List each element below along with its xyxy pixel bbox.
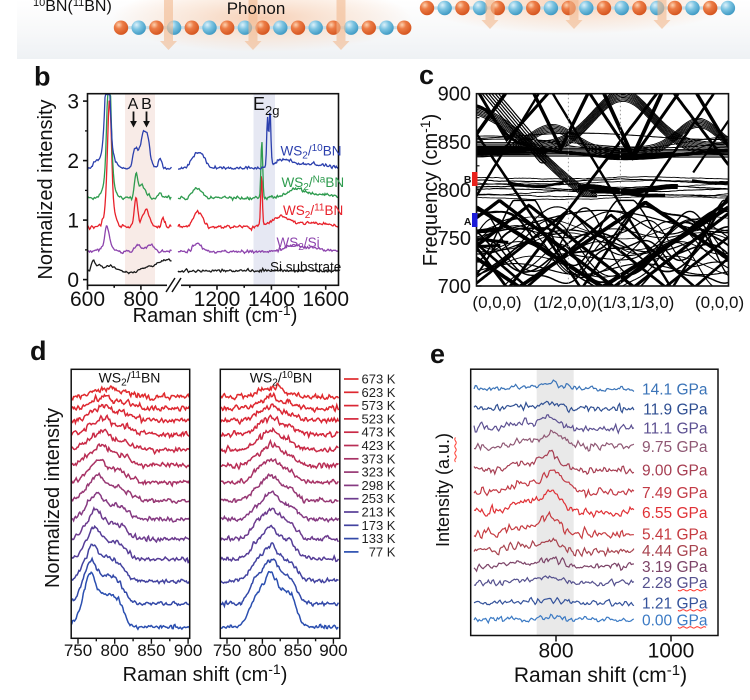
svg-text:373 K: 373 K [362, 451, 396, 466]
svg-text:Raman shift (cm-1): Raman shift (cm-1) [514, 662, 687, 687]
svg-text:Frequency (cm-1): Frequency (cm-1) [417, 114, 442, 267]
svg-text:750: 750 [64, 641, 92, 660]
svg-text:800: 800 [538, 640, 573, 663]
svg-text:10BN(11BN): 10BN(11BN) [33, 0, 112, 15]
svg-text:9.00 GPa: 9.00 GPa [642, 462, 708, 479]
svg-text:A: A [128, 96, 139, 113]
svg-text:800: 800 [101, 641, 129, 660]
svg-text:213 K: 213 K [362, 505, 396, 520]
svg-text:(1/3,1/3,0): (1/3,1/3,0) [597, 293, 675, 312]
svg-text:0: 0 [67, 269, 79, 292]
svg-text:1.21 GPa: 1.21 GPa [642, 595, 708, 612]
svg-text:A: A [464, 216, 472, 228]
svg-text:4.44 GPa: 4.44 GPa [642, 543, 708, 560]
svg-text:9.75 GPa: 9.75 GPa [642, 439, 708, 456]
svg-text:298 K: 298 K [362, 478, 396, 493]
svg-text:750: 750 [213, 641, 241, 660]
svg-text:600: 600 [70, 288, 105, 311]
svg-text:Normalized intensity: Normalized intensity [42, 408, 64, 588]
svg-text:473 K: 473 K [362, 425, 396, 440]
svg-text:Phonon: Phonon [227, 0, 286, 18]
svg-text:253 K: 253 K [362, 491, 396, 506]
svg-text:WS2/11BN: WS2/11BN [99, 370, 161, 389]
svg-text:B: B [464, 174, 472, 186]
svg-text:Raman shift (cm-1): Raman shift (cm-1) [133, 302, 298, 327]
svg-text:Raman shift (cm-1): Raman shift (cm-1) [123, 661, 288, 686]
svg-text:700: 700 [438, 276, 471, 298]
svg-text:673 K: 673 K [362, 372, 396, 387]
svg-text:11.1 GPa: 11.1 GPa [643, 420, 708, 437]
svg-text:b: b [34, 62, 51, 92]
svg-text:523 K: 523 K [362, 411, 396, 426]
svg-text:850: 850 [438, 132, 471, 154]
svg-text:c: c [419, 60, 434, 90]
svg-text:e: e [430, 339, 445, 369]
svg-text:173 K: 173 K [362, 518, 396, 533]
svg-text:Intensity (a.u.): Intensity (a.u.) [433, 433, 453, 547]
svg-text:(0,0,0): (0,0,0) [695, 293, 744, 312]
svg-text:900: 900 [174, 641, 202, 660]
svg-text:3.19 GPa: 3.19 GPa [642, 559, 708, 576]
svg-text:800: 800 [123, 288, 158, 311]
svg-text:WS2/10BN: WS2/10BN [281, 143, 342, 162]
svg-text:800: 800 [438, 180, 471, 202]
svg-text:6.55 GPa: 6.55 GPa [642, 505, 708, 522]
svg-text:800: 800 [248, 641, 276, 660]
svg-text:1200: 1200 [194, 288, 241, 311]
svg-text:WS2/10BN: WS2/10BN [250, 370, 313, 389]
svg-text:850: 850 [137, 641, 165, 660]
svg-text:WS2/NaBN: WS2/NaBN [282, 175, 345, 194]
svg-text:11.9 GPa: 11.9 GPa [643, 401, 708, 418]
svg-text:573 K: 573 K [362, 398, 396, 413]
svg-text:0.00 GPa: 0.00 GPa [642, 612, 708, 629]
svg-text:133 K: 133 K [362, 531, 396, 546]
svg-text:1600: 1600 [302, 288, 349, 311]
svg-text:(0,0,0): (0,0,0) [472, 293, 521, 312]
svg-text:1: 1 [67, 210, 79, 233]
svg-text:14.1 GPa: 14.1 GPa [642, 381, 708, 398]
svg-text:623 K: 623 K [362, 385, 396, 400]
svg-text:Si substrate: Si substrate [270, 260, 341, 275]
svg-text:B: B [141, 96, 152, 113]
svg-text:d: d [30, 336, 47, 366]
svg-text:2.28 GPa: 2.28 GPa [642, 575, 708, 592]
svg-text:7.49 GPa: 7.49 GPa [642, 485, 708, 502]
svg-text:77 K: 77 K [369, 544, 396, 559]
svg-text:423 K: 423 K [362, 438, 396, 453]
svg-text:850: 850 [284, 641, 312, 660]
svg-text:3: 3 [67, 91, 79, 114]
svg-text:2: 2 [67, 150, 79, 173]
svg-text:1000: 1000 [648, 640, 695, 663]
svg-text:323 K: 323 K [362, 465, 396, 480]
svg-text:900: 900 [319, 641, 347, 660]
svg-text:900: 900 [438, 84, 471, 106]
svg-text:Normalized intensity: Normalized intensity [35, 99, 57, 279]
svg-text:5.41 GPa: 5.41 GPa [642, 526, 708, 543]
svg-text:WS2/11BN: WS2/11BN [283, 203, 343, 222]
svg-text:(1/2,0,0): (1/2,0,0) [533, 293, 596, 312]
svg-text:750: 750 [438, 228, 471, 250]
svg-text:WS2/Si: WS2/Si [277, 235, 320, 253]
svg-text:1400: 1400 [248, 288, 295, 311]
